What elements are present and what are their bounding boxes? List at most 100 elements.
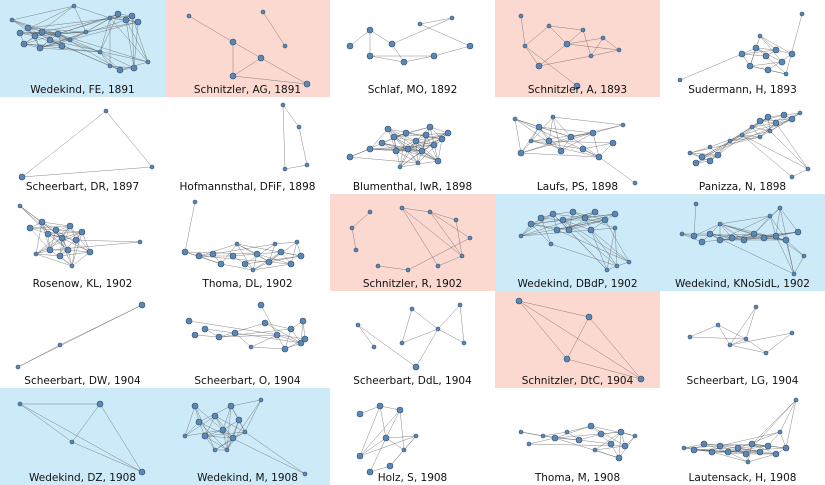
graph-node	[130, 64, 138, 72]
graph-node	[518, 233, 524, 239]
graph-edge	[204, 328, 236, 334]
graph-edge	[751, 399, 797, 445]
graph-node	[760, 234, 768, 242]
graph-edge	[419, 17, 453, 25]
graph-node	[46, 36, 54, 44]
graph-edge	[385, 437, 405, 451]
graph-node	[706, 157, 714, 165]
graph-node	[518, 429, 524, 435]
graph-edge	[109, 15, 133, 19]
graph-node	[413, 433, 419, 439]
graph-edge	[693, 445, 769, 451]
graph-edge	[212, 243, 276, 255]
graph-edge	[741, 53, 767, 57]
graph-edge	[729, 136, 761, 142]
network-panel: Wedekind, DBdP, 1902	[495, 194, 660, 291]
graph-node	[287, 260, 295, 268]
graph-node	[72, 236, 80, 244]
graph-edge	[729, 306, 757, 346]
network-graph	[182, 397, 308, 477]
graph-edge	[67, 249, 91, 253]
graph-edge	[538, 55, 592, 67]
graph-edge	[385, 435, 417, 439]
graph-edge	[598, 156, 636, 184]
graph-edge	[719, 215, 771, 225]
graph-node	[417, 21, 423, 27]
graph-edge	[592, 124, 624, 134]
graph-node	[540, 433, 546, 439]
graph-node	[229, 72, 237, 80]
graph-node	[585, 313, 593, 321]
network-panel: Wedekind, FE, 1891	[0, 0, 165, 97]
graph-edge	[379, 405, 387, 439]
panel-label: Schnitzler, DtC, 1904	[521, 375, 634, 387]
graph-node	[427, 209, 433, 215]
graph-edge	[552, 213, 586, 219]
graph-edge	[59, 304, 143, 346]
graph-edge	[530, 223, 552, 245]
graph-edge	[727, 447, 787, 453]
panel-label: Blumenthal, IwR, 1898	[352, 181, 473, 193]
graph-node	[392, 147, 400, 155]
graph-edge	[711, 451, 749, 463]
graph-edge	[552, 116, 624, 126]
graph-node	[579, 145, 587, 153]
graph-node	[253, 250, 261, 258]
graph-edge	[566, 316, 590, 360]
graph-node	[545, 137, 553, 145]
graph-node	[580, 27, 586, 33]
graph-edge	[411, 308, 439, 330]
graph-edge	[556, 213, 616, 231]
graph-edge	[387, 128, 397, 152]
graph-edge	[791, 168, 809, 178]
graph-edge	[538, 126, 594, 134]
graph-edge	[570, 124, 624, 138]
graph-node	[346, 153, 354, 161]
graph-edge	[741, 118, 793, 136]
graph-node	[537, 214, 545, 222]
graph-edge	[741, 49, 777, 55]
graph-node	[382, 434, 390, 442]
graph-node	[612, 225, 618, 231]
graph-node	[261, 319, 269, 327]
graph-edge	[204, 435, 228, 451]
graph-edge	[556, 229, 630, 263]
graph-edge	[727, 451, 749, 463]
graph-node	[257, 54, 265, 62]
panel-label: Panizza, N, 1898	[698, 181, 787, 193]
graph-edge	[578, 433, 602, 441]
graph-node	[138, 301, 146, 309]
graph-edge	[264, 322, 302, 344]
graph-edge	[369, 29, 393, 45]
graph-edge	[775, 235, 795, 275]
graph-edge	[357, 324, 375, 348]
graph-node	[96, 400, 104, 408]
graph-node	[57, 342, 63, 348]
graph-edge	[232, 253, 258, 257]
panel-label: Schnitzler, A, 1893	[527, 84, 628, 96]
graph-node	[399, 340, 405, 346]
graph-edge	[274, 241, 298, 245]
graph-edge	[719, 431, 781, 447]
graph-edge	[204, 431, 246, 437]
panel-label: Scheerbart, DW, 1904	[24, 375, 141, 387]
graph-edge	[387, 128, 409, 150]
network-panel: Scheerbart, DR, 1897	[0, 97, 165, 194]
graph-edge	[745, 338, 767, 354]
network-graph	[9, 3, 151, 74]
graph-node	[617, 428, 625, 436]
graph-edge	[351, 227, 357, 251]
graph-node	[17, 401, 23, 407]
graph-edge	[21, 110, 107, 178]
graph-edge	[769, 215, 777, 237]
graph-edge	[75, 239, 141, 243]
graph-edge	[47, 233, 69, 251]
graph-edge	[520, 152, 600, 158]
graph-node	[134, 18, 142, 26]
graph-node	[31, 32, 39, 40]
graph-edge	[518, 300, 590, 318]
network-panel: Schnitzler, R, 1902	[330, 194, 495, 291]
graph-edge	[689, 152, 719, 156]
graph-edge	[184, 405, 196, 437]
graph-node	[461, 340, 467, 346]
